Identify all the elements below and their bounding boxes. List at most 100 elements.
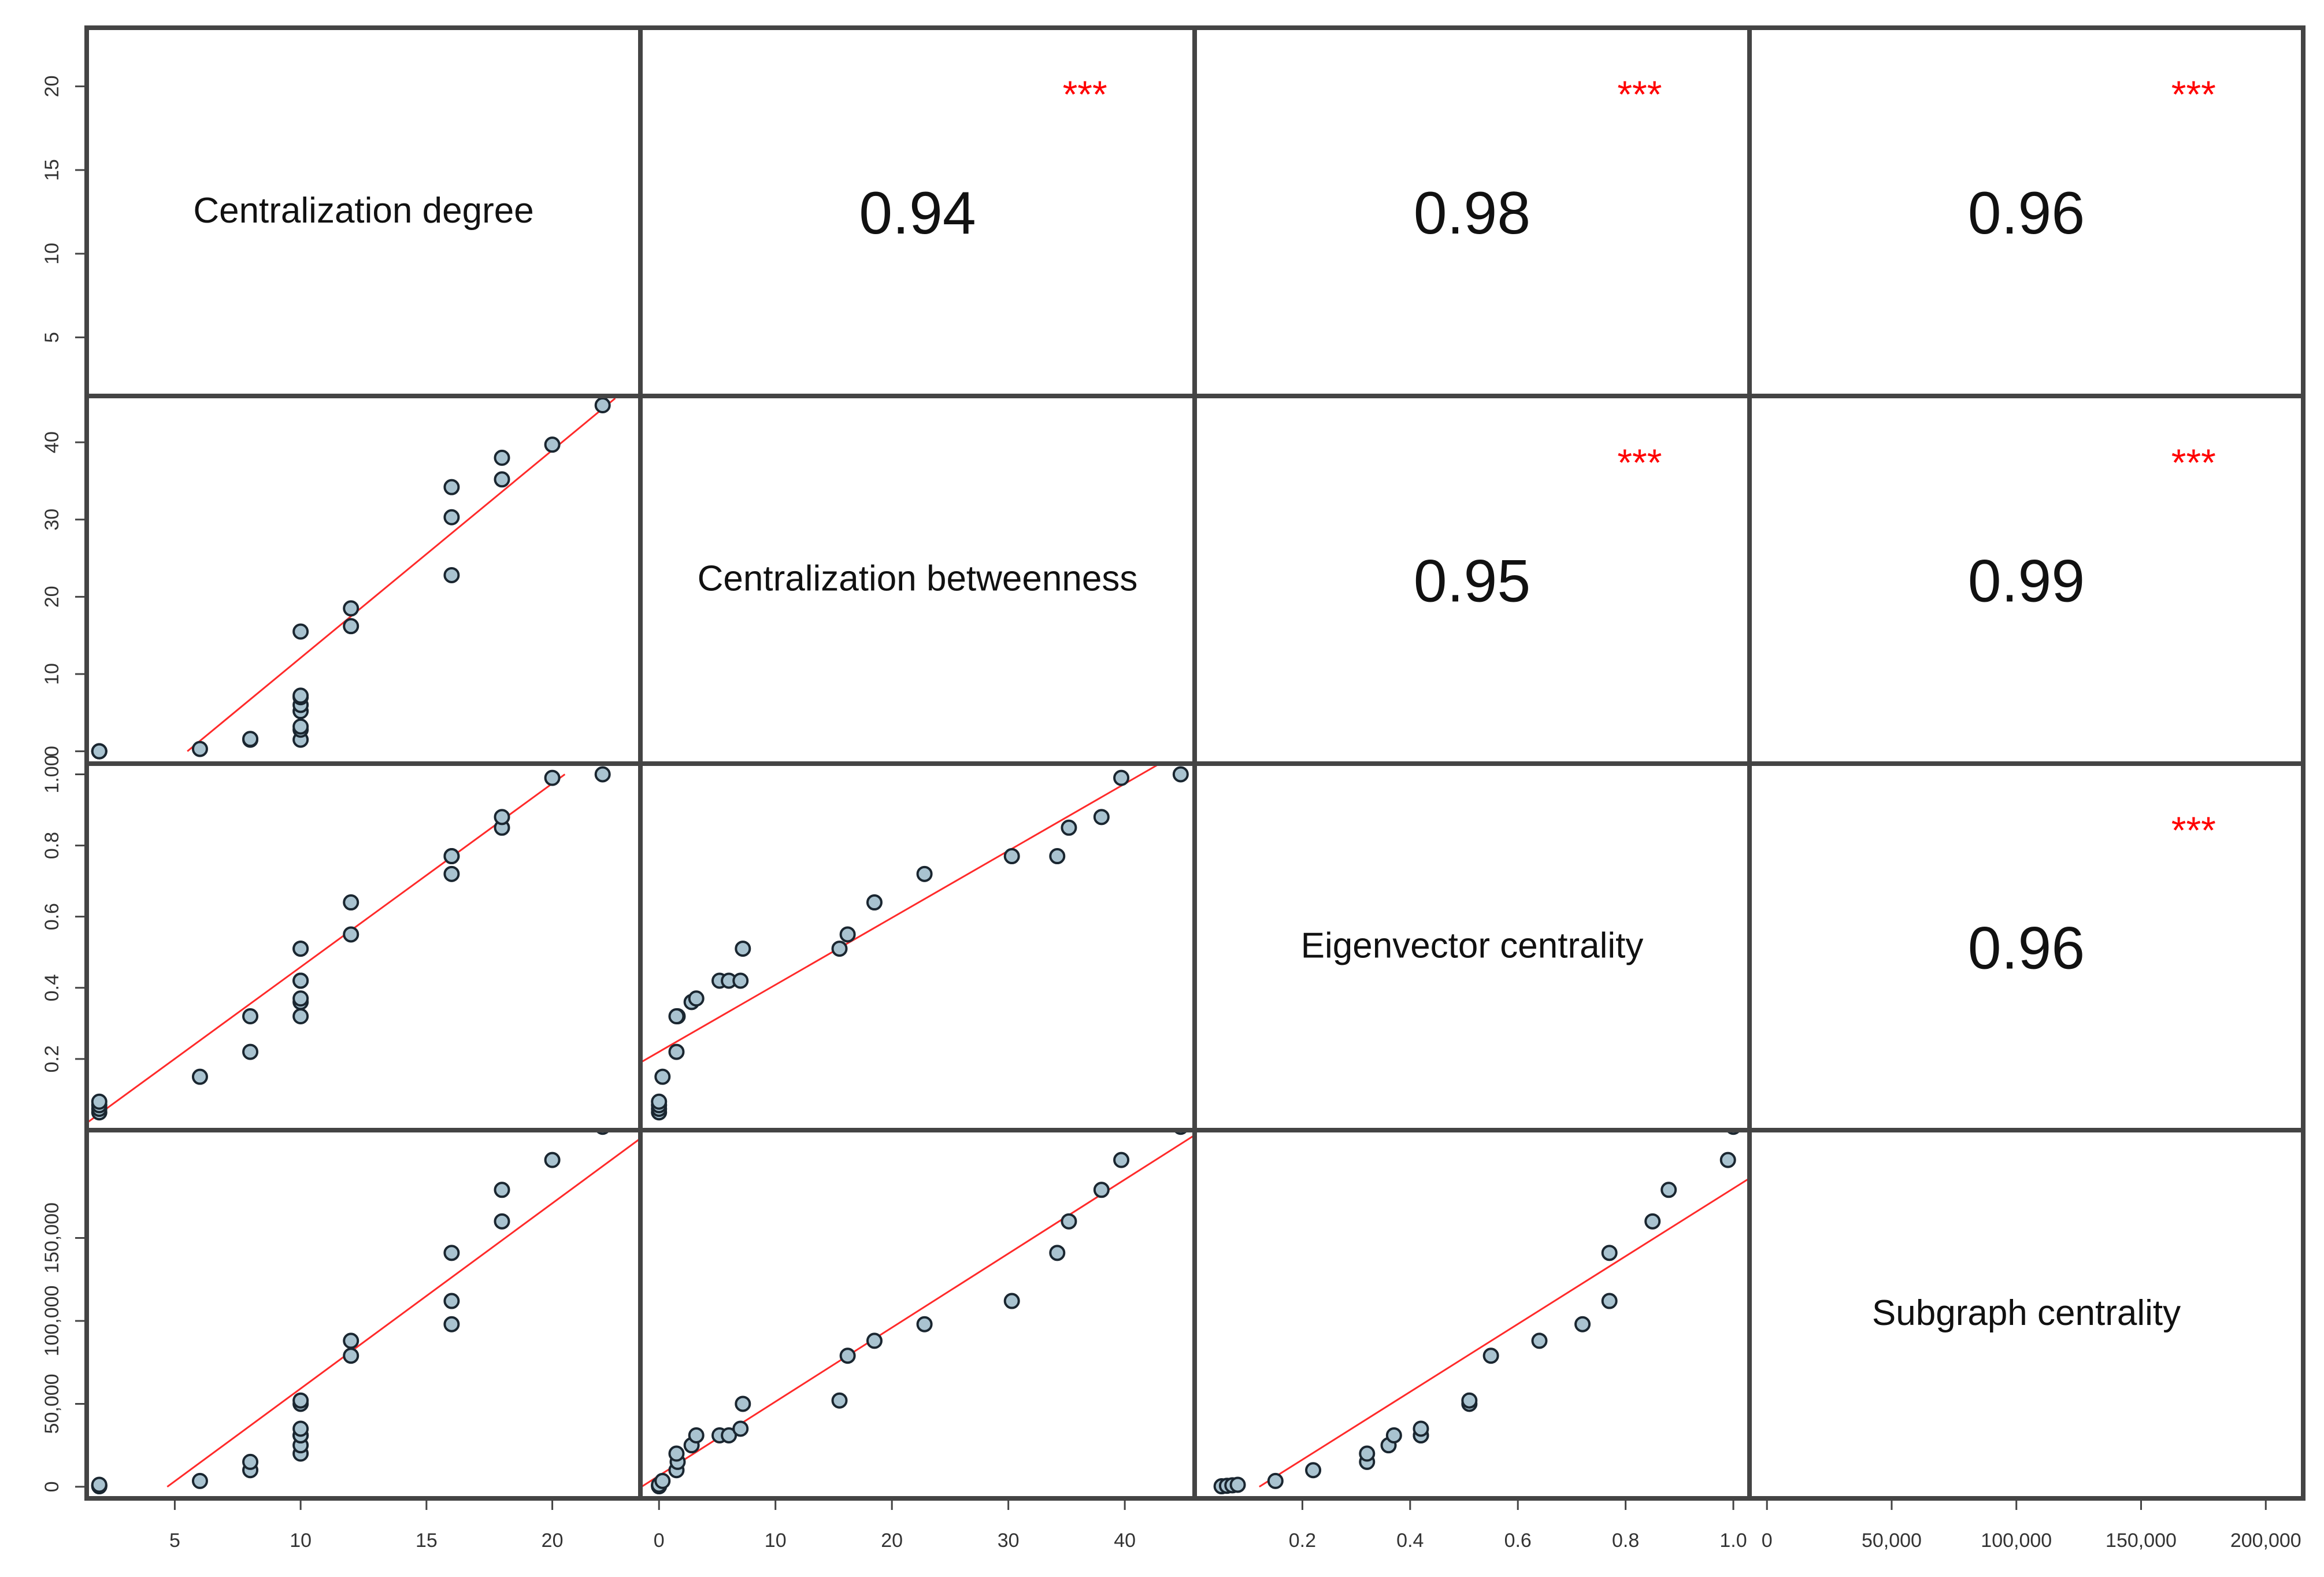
panel-frame <box>84 761 643 1132</box>
data-point <box>494 449 510 466</box>
data-point <box>242 731 259 747</box>
data-point <box>292 1420 309 1437</box>
x-tick-label: 20 <box>881 1530 903 1552</box>
x-tick-label: 0.4 <box>1396 1530 1424 1552</box>
x-tick-label: 1.0 <box>1719 1530 1747 1552</box>
data-point <box>292 687 309 704</box>
y-tick-label: 150,000 <box>41 1202 63 1274</box>
data-point <box>1113 769 1130 786</box>
diagonal-label: Centralization degree <box>193 191 533 231</box>
data-point <box>668 1043 685 1060</box>
y-tick-label: 1.00 <box>41 755 63 793</box>
correlation-value: 0.98 <box>1414 180 1530 247</box>
data-point <box>242 1008 259 1025</box>
data-point <box>343 894 359 911</box>
data-point <box>1093 809 1110 825</box>
data-point <box>1003 1293 1020 1309</box>
significance-stars: *** <box>1617 73 1662 116</box>
data-point <box>1093 1182 1110 1198</box>
y-tick-label: 10 <box>41 243 63 265</box>
x-tick-label: 50,000 <box>1862 1530 1922 1552</box>
diagonal-label: Centralization betweenness <box>698 558 1138 598</box>
data-point <box>544 769 561 786</box>
data-point <box>1644 1213 1661 1230</box>
data-point <box>916 1316 933 1332</box>
data-point <box>494 471 510 488</box>
x-tick-label: 100,000 <box>1981 1530 2052 1552</box>
data-point <box>916 865 933 882</box>
x-tick-label: 0.6 <box>1504 1530 1532 1552</box>
data-point <box>1229 1476 1246 1493</box>
data-point <box>732 1420 749 1437</box>
x-tick-label: 5 <box>169 1530 180 1552</box>
data-point <box>443 1316 460 1332</box>
y-tick-label: 40 <box>41 431 63 453</box>
scatter-panel <box>87 766 611 1124</box>
x-tick-label: 200,000 <box>2230 1530 2301 1552</box>
data-point <box>1531 1332 1548 1349</box>
panel-frame <box>84 1128 643 1501</box>
data-point <box>292 1008 309 1025</box>
data-point <box>242 1453 259 1470</box>
data-point <box>594 397 611 414</box>
scatter-panel <box>91 1130 640 1495</box>
significance-stars: *** <box>2171 73 2216 116</box>
data-point <box>544 1152 561 1168</box>
y-tick-label: 0.4 <box>41 974 63 1001</box>
data-point <box>544 436 561 453</box>
data-point <box>721 1427 737 1443</box>
data-point <box>494 809 510 825</box>
data-point <box>1385 1427 1402 1443</box>
panel-border <box>84 761 643 1132</box>
data-point <box>494 1182 510 1198</box>
data-point <box>1061 819 1077 836</box>
data-point <box>1049 848 1066 865</box>
data-point <box>343 600 359 617</box>
data-point <box>242 1043 259 1060</box>
panel-frame <box>638 1128 1197 1501</box>
y-tick-label: 5 <box>41 332 63 343</box>
y-tick-label: 0.6 <box>41 903 63 930</box>
data-point <box>732 972 749 989</box>
panel-frame <box>84 394 643 766</box>
data-point <box>292 941 309 957</box>
x-tick-label: 30 <box>998 1530 1020 1552</box>
data-point <box>494 1213 510 1230</box>
data-point <box>443 848 460 865</box>
correlation-value: 0.99 <box>1968 547 2085 614</box>
data-point <box>839 1348 856 1364</box>
data-point <box>735 941 751 957</box>
data-point <box>1601 1293 1618 1309</box>
y-tick-label: 0 <box>41 746 63 757</box>
data-point <box>594 766 611 783</box>
data-point <box>191 1472 208 1489</box>
y-tick-label: 20 <box>41 75 63 97</box>
x-tick-label: 15 <box>416 1530 438 1552</box>
data-point <box>831 1392 848 1409</box>
data-point <box>654 1068 671 1085</box>
fit-line <box>640 764 1161 1064</box>
y-tick-label: 30 <box>41 509 63 531</box>
data-point <box>1482 1348 1499 1364</box>
data-point <box>91 743 108 760</box>
x-tick-label: 0.2 <box>1289 1530 1316 1552</box>
data-point <box>443 479 460 495</box>
y-tick-label: 0.8 <box>41 832 63 859</box>
data-point <box>651 1093 668 1110</box>
data-point <box>191 1068 208 1085</box>
data-point <box>292 990 309 1007</box>
data-point <box>1359 1445 1376 1462</box>
fit-line <box>87 773 566 1124</box>
x-tick-label: 10 <box>290 1530 312 1552</box>
x-tick-label: 0 <box>1762 1530 1773 1552</box>
data-point <box>1113 1152 1130 1168</box>
fit-line <box>187 397 616 752</box>
data-point <box>443 865 460 882</box>
data-point <box>292 972 309 989</box>
data-point <box>343 1332 359 1349</box>
y-tick-label: 0 <box>41 1481 63 1492</box>
panel-border <box>84 1128 643 1501</box>
data-point <box>735 1395 751 1412</box>
data-point <box>1660 1182 1677 1198</box>
diagonal-label: Subgraph centrality <box>1872 1293 2181 1333</box>
